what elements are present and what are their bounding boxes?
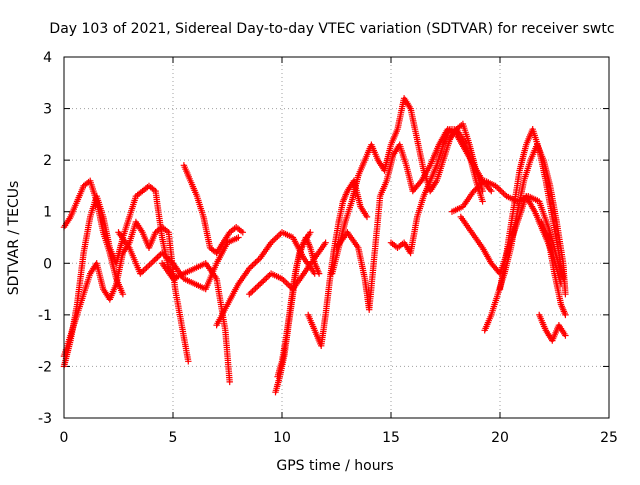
data-point: [155, 252, 163, 260]
data-point: [562, 291, 569, 298]
data-point: [260, 277, 267, 285]
data-point: [249, 262, 256, 269]
data-point: [149, 258, 156, 265]
data-point: [246, 291, 253, 298]
data-point: [143, 264, 150, 271]
x-tick-label: 0: [60, 430, 69, 446]
data-point: [285, 281, 292, 288]
data-point: [152, 255, 160, 263]
data-point: [119, 291, 127, 298]
data-point: [247, 263, 255, 271]
data-point: [486, 186, 494, 193]
data-point: [495, 185, 502, 193]
data-point: [154, 254, 161, 261]
data-point: [263, 274, 270, 282]
data-series-arc-4: [115, 229, 242, 293]
data-series-arc-6: [158, 260, 233, 386]
x-tick-label: 25: [600, 430, 618, 446]
y-tick-label: -3: [38, 411, 52, 427]
data-point: [166, 257, 174, 264]
data-point: [280, 277, 287, 284]
data-point: [250, 286, 258, 293]
data-point: [272, 235, 279, 242]
x-tick-label: 20: [491, 430, 509, 446]
data-point: [163, 254, 170, 261]
data-point: [258, 279, 265, 286]
data-point: [252, 285, 259, 292]
data-points: [60, 95, 569, 396]
y-tick-label: 4: [43, 50, 52, 66]
y-tick-label: 0: [43, 256, 52, 272]
data-point: [253, 257, 261, 265]
data-point: [498, 188, 506, 195]
data-point: [488, 187, 495, 195]
y-tick-label: 2: [43, 153, 52, 169]
data-series-arc-19: [536, 311, 569, 344]
data-series-arc-20: [538, 218, 569, 319]
data-point: [144, 263, 152, 270]
data-point: [307, 229, 314, 236]
data-point: [269, 238, 276, 245]
data-point: [274, 233, 281, 240]
data-point: [160, 251, 167, 258]
data-point: [249, 288, 256, 295]
x-axis-label: GPS time / hours: [276, 458, 393, 474]
data-series-arc-10: [274, 229, 314, 380]
plot-area-frame: [63, 56, 610, 419]
data-point: [363, 213, 371, 221]
data-point: [322, 239, 329, 246]
y-tick-label: -1: [38, 308, 52, 324]
data-point: [235, 234, 242, 241]
data-point: [562, 332, 569, 339]
data-point: [479, 198, 486, 205]
data-point: [257, 280, 264, 288]
data-point: [253, 283, 261, 291]
data-point: [283, 280, 290, 287]
data-point: [476, 182, 484, 189]
data-point: [497, 187, 504, 194]
data-point: [226, 378, 233, 386]
data-series-arc-7: [213, 229, 318, 329]
data-point: [264, 273, 272, 280]
data-point: [247, 289, 255, 296]
data-point: [271, 236, 278, 243]
data-point: [281, 278, 289, 285]
x-tick-label: 10: [273, 430, 291, 446]
x-tick-label: 15: [382, 430, 400, 446]
data-series-arc-5: [180, 162, 246, 257]
data-point: [252, 259, 259, 266]
data-point: [185, 358, 192, 365]
data-point: [138, 268, 146, 276]
data-point: [250, 260, 258, 268]
chart-title: Day 103 of 2021, Sidereal Day-to-day VTE…: [49, 21, 614, 37]
data-point: [146, 261, 153, 268]
data-point: [151, 257, 158, 264]
data-point: [148, 260, 155, 267]
data-series-arc-13: [333, 126, 495, 313]
y-axis-label: SDTVAR / TECUs: [6, 181, 22, 296]
data-point: [562, 311, 569, 319]
data-point: [239, 229, 246, 236]
data-point: [261, 276, 269, 283]
data-point: [560, 275, 567, 282]
data-point: [315, 270, 323, 277]
data-point: [255, 282, 262, 289]
data-point: [500, 190, 507, 197]
y-tick-label: 3: [43, 102, 52, 118]
x-tick-label: 5: [169, 430, 178, 446]
y-tick-label: -2: [38, 359, 52, 375]
data-point: [501, 191, 509, 198]
data-point: [473, 184, 481, 192]
data-point: [275, 232, 283, 239]
data-series-arc-18: [496, 126, 567, 293]
data-point: [140, 267, 147, 274]
y-tick-label: 1: [43, 205, 52, 221]
data-point: [141, 266, 149, 273]
